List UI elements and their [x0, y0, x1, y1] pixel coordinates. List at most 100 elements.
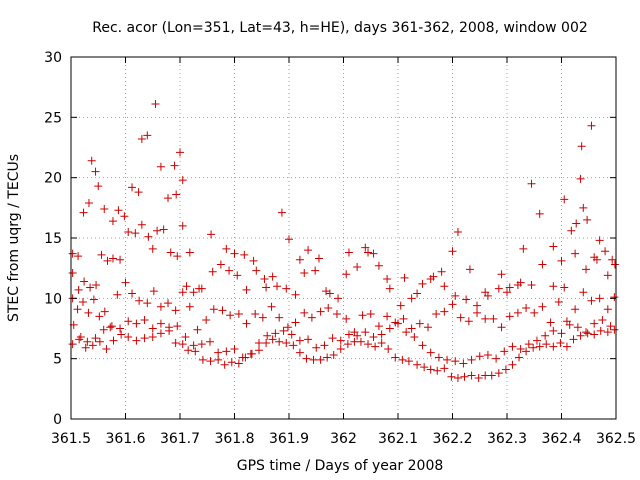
data-point: [557, 329, 566, 338]
data-point: [583, 215, 592, 224]
data-point: [377, 330, 386, 339]
data-point: [74, 285, 83, 294]
data-point: [222, 244, 231, 253]
data-point: [84, 199, 93, 208]
data-point: [275, 337, 284, 346]
data-point: [374, 261, 383, 270]
data-point: [571, 249, 580, 258]
grid-lines: [71, 57, 616, 419]
data-point: [227, 358, 236, 367]
data-point: [106, 323, 115, 332]
data-point: [135, 296, 144, 305]
data-point: [407, 294, 416, 303]
data-point: [336, 345, 345, 354]
data-point: [437, 267, 446, 276]
data-point: [91, 167, 100, 176]
y-tick-label: 5: [53, 352, 62, 368]
data-point: [178, 176, 187, 185]
x-tick-label: 361.7: [160, 431, 200, 447]
data-point: [527, 179, 536, 188]
data-point: [565, 320, 574, 329]
data-point: [249, 256, 258, 265]
data-point: [302, 354, 311, 363]
data-point: [173, 252, 182, 261]
data-point: [156, 162, 165, 171]
data-point: [242, 319, 251, 328]
data-point: [289, 341, 298, 350]
data-point: [220, 360, 229, 369]
data-point: [549, 282, 558, 291]
data-point: [483, 291, 492, 300]
data-point: [170, 161, 179, 170]
data-point: [590, 319, 599, 328]
x-tick-label: 361.9: [269, 431, 309, 447]
data-point: [120, 212, 129, 221]
data-point: [178, 288, 187, 297]
data-point: [102, 345, 111, 354]
data-point: [225, 266, 234, 275]
data-point: [73, 305, 82, 314]
data-point: [132, 319, 141, 328]
data-point: [598, 316, 607, 325]
data-point: [516, 345, 525, 354]
data-point: [606, 322, 615, 331]
data-point: [583, 329, 592, 338]
data-point: [95, 337, 104, 346]
data-point: [342, 270, 351, 279]
data-point: [483, 351, 492, 360]
y-axis-ticks: 0 5 10 15 20 25 30: [44, 50, 616, 428]
data-point: [527, 281, 536, 290]
data-point: [182, 282, 191, 291]
data-point: [336, 336, 345, 345]
data-point: [473, 301, 482, 310]
data-point: [74, 252, 83, 261]
data-point: [582, 328, 591, 337]
data-point: [554, 297, 563, 306]
data-point: [304, 246, 313, 255]
data-point: [89, 295, 98, 304]
data-point: [413, 289, 422, 298]
data-point: [434, 353, 443, 362]
data-point: [107, 322, 116, 331]
data-point: [402, 328, 411, 337]
data-point: [475, 352, 484, 361]
data-point: [320, 341, 329, 350]
data-point: [344, 330, 353, 339]
data-point: [197, 340, 206, 349]
data-point: [191, 347, 200, 356]
x-axis-label: GPS time / Days of year 2008: [237, 458, 444, 474]
data-point: [209, 305, 218, 314]
data-point: [497, 270, 506, 279]
series-sat-e: [69, 316, 615, 368]
data-point: [181, 332, 190, 341]
data-point: [579, 203, 588, 212]
data-point: [113, 290, 122, 299]
data-point: [451, 357, 460, 366]
data-point: [132, 336, 141, 345]
y-tick-label: 20: [44, 171, 62, 187]
data-point: [271, 329, 280, 338]
data-point: [576, 331, 585, 340]
data-point: [538, 260, 547, 269]
data-point: [549, 342, 558, 351]
data-point: [226, 311, 235, 320]
data-point: [216, 260, 225, 269]
data-point: [610, 260, 619, 269]
data-point: [549, 326, 558, 335]
data-point: [78, 297, 87, 306]
data-point: [86, 283, 95, 292]
data-point: [95, 312, 104, 321]
data-point: [84, 308, 93, 317]
data-point: [197, 284, 206, 293]
data-point: [185, 248, 194, 257]
data-point: [233, 271, 242, 280]
data-point: [291, 290, 300, 299]
data-point: [399, 314, 408, 323]
data-points: [68, 100, 619, 382]
data-point: [448, 300, 457, 309]
data-point: [99, 325, 108, 334]
data-point: [263, 331, 272, 340]
data-point: [124, 227, 133, 236]
data-point: [364, 248, 373, 257]
